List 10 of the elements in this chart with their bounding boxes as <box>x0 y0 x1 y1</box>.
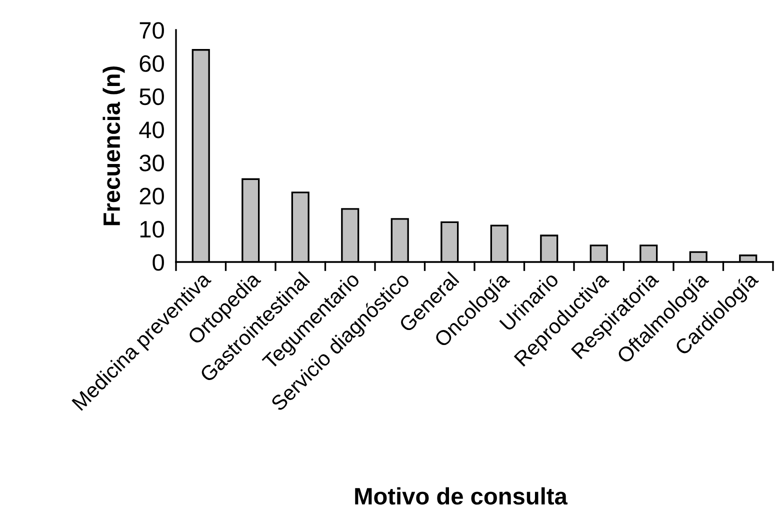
y-tick-label: 40 <box>139 121 164 138</box>
y-tick-label: 70 <box>140 22 164 39</box>
x-axis-title: Motivo de consulta <box>355 487 568 505</box>
y-tick-label: 0 <box>152 254 164 271</box>
y-tick-label: 10 <box>140 220 164 238</box>
y-tick-label: 60 <box>140 55 164 72</box>
y-tick-label: 30 <box>140 154 164 172</box>
y-axis-title: Frecuencia (n) <box>102 66 125 226</box>
y-tick-label: 50 <box>140 88 164 106</box>
y-tick-label: 20 <box>140 188 164 204</box>
